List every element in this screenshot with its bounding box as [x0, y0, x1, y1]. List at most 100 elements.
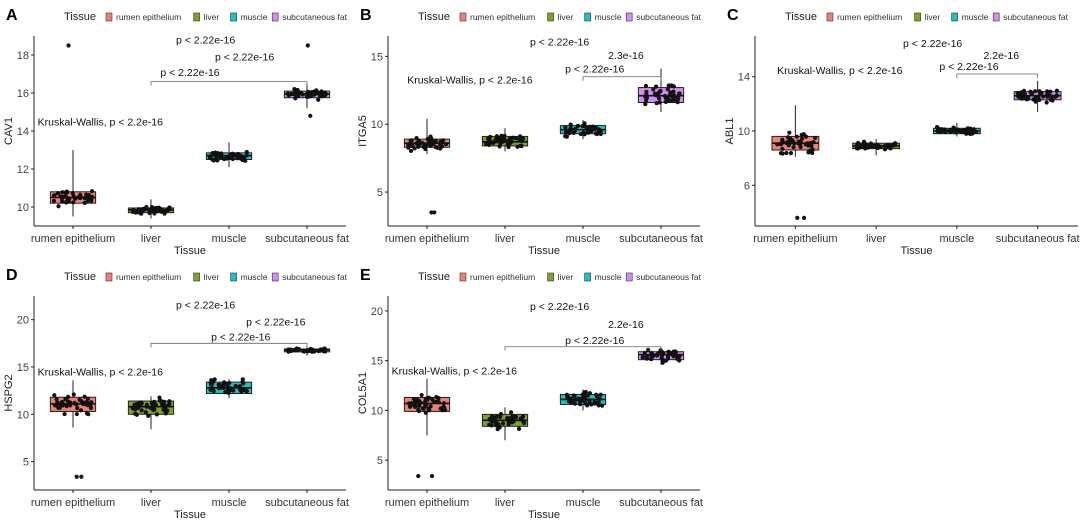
box-liver — [481, 407, 529, 441]
data-point — [294, 89, 300, 94]
data-point — [964, 131, 969, 136]
legend-title: Tissue — [418, 11, 450, 23]
data-point — [162, 211, 167, 216]
data-point — [809, 143, 814, 149]
data-point — [806, 150, 811, 155]
data-point — [416, 408, 422, 414]
panel-label: D — [6, 267, 18, 284]
data-point — [316, 348, 322, 353]
x-tick-label: subcutaneous fat — [265, 497, 349, 509]
data-point — [244, 153, 249, 158]
legend-item-label: muscle — [241, 12, 268, 22]
data-point — [489, 423, 494, 428]
data-point — [423, 403, 428, 409]
data-point — [882, 147, 888, 152]
data-point — [942, 127, 947, 132]
data-point — [55, 190, 61, 196]
data-point — [934, 124, 940, 130]
data-point — [598, 392, 603, 397]
data-point — [563, 130, 569, 135]
data-point — [669, 83, 674, 88]
y-tick-label: 14 — [738, 72, 750, 84]
data-point — [73, 401, 78, 406]
data-point — [412, 146, 417, 151]
panel-c: C Tissue rumen epithelium liver muscle subcut… — [724, 7, 1080, 257]
data-point — [583, 401, 588, 406]
data-point — [563, 134, 568, 139]
data-point — [133, 411, 138, 416]
legend-item-label: liver — [558, 12, 574, 22]
legend-key — [105, 12, 113, 22]
data-point — [586, 130, 591, 135]
box-subcutaneous-fat — [283, 346, 331, 356]
outlier-point — [66, 43, 71, 48]
data-point — [421, 144, 426, 149]
legend-key — [230, 12, 237, 22]
data-point — [71, 392, 76, 397]
data-point — [417, 403, 422, 408]
legend-key — [951, 12, 958, 22]
data-point — [1053, 94, 1058, 99]
box-subcutaneous-fat — [637, 347, 685, 365]
y-tick-label: 10 — [371, 119, 383, 131]
data-point — [71, 194, 76, 199]
annotation-text: p < 2.22e-16 — [530, 301, 589, 313]
data-point — [219, 385, 225, 390]
outlier-point — [79, 474, 84, 479]
data-point — [498, 412, 504, 417]
data-point — [974, 129, 979, 134]
data-point — [509, 136, 514, 141]
data-point — [74, 411, 79, 417]
data-point — [643, 101, 648, 107]
box-rumen-epithelium — [771, 105, 820, 220]
box-muscle — [559, 120, 607, 140]
legend-key — [193, 12, 200, 22]
annotation-text: p < 2.22e-16 — [176, 35, 235, 47]
legend-key — [914, 12, 921, 22]
data-point — [160, 402, 166, 407]
data-point — [520, 415, 525, 420]
data-point — [238, 153, 243, 158]
data-point — [486, 142, 492, 147]
annotation-text: p < 2.22e-16 — [176, 299, 235, 311]
x-tick-label: subcutaneous fat — [996, 233, 1080, 245]
y-axis-label: HSPG2 — [3, 374, 15, 411]
annotation-text: 2.2e-16 — [983, 50, 1019, 62]
data-point — [1047, 93, 1052, 98]
data-point — [513, 136, 519, 141]
data-point — [501, 138, 507, 143]
data-point — [295, 348, 301, 353]
data-point — [71, 200, 76, 205]
outlier-point — [801, 215, 807, 220]
data-point — [674, 98, 679, 104]
data-point — [63, 194, 68, 199]
comparison-bracket — [582, 76, 662, 81]
data-point — [419, 392, 424, 398]
legend-key — [230, 272, 237, 282]
data-point — [806, 143, 811, 148]
legend-key — [459, 272, 467, 282]
data-point — [167, 401, 172, 407]
data-point — [1038, 92, 1043, 97]
legend-item-label: rumen epithelium — [116, 272, 181, 282]
data-point — [90, 189, 95, 194]
data-point — [506, 419, 512, 424]
y-tick-label: 15 — [371, 51, 383, 63]
data-point — [1033, 89, 1038, 94]
data-point — [671, 89, 676, 94]
data-point — [440, 144, 445, 149]
data-point — [519, 143, 524, 149]
box-liver — [481, 128, 529, 152]
legend-key — [625, 272, 633, 282]
data-point — [414, 135, 419, 141]
y-tick-label: 15 — [17, 362, 29, 374]
data-point — [572, 393, 577, 398]
data-point — [949, 128, 954, 133]
data-point — [60, 199, 65, 204]
data-point — [413, 404, 418, 410]
outlier-point — [305, 43, 310, 48]
data-point — [85, 396, 91, 401]
data-point — [798, 140, 803, 145]
data-point — [667, 98, 672, 103]
legend-key — [193, 272, 200, 282]
